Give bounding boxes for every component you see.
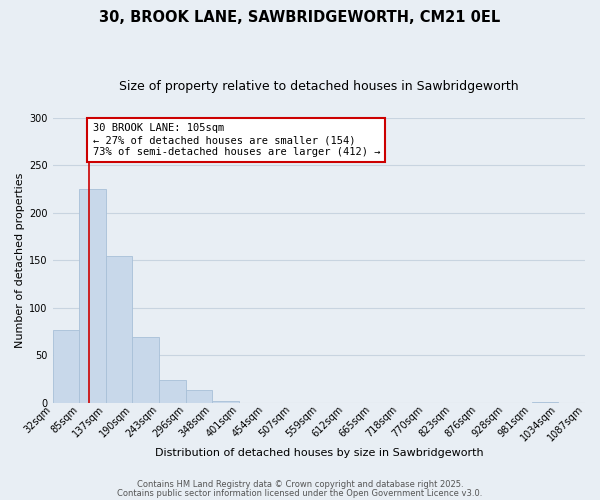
Bar xyxy=(79,189,106,403)
Bar xyxy=(159,380,186,403)
Bar xyxy=(133,337,159,403)
Bar xyxy=(53,330,79,403)
Bar xyxy=(532,402,558,403)
X-axis label: Distribution of detached houses by size in Sawbridgeworth: Distribution of detached houses by size … xyxy=(155,448,483,458)
Text: Contains public sector information licensed under the Open Government Licence v3: Contains public sector information licen… xyxy=(118,488,482,498)
Bar xyxy=(212,401,239,403)
Text: 30, BROOK LANE, SAWBRIDGEWORTH, CM21 0EL: 30, BROOK LANE, SAWBRIDGEWORTH, CM21 0EL xyxy=(100,10,500,25)
Y-axis label: Number of detached properties: Number of detached properties xyxy=(15,172,25,348)
Bar xyxy=(106,256,133,403)
Text: Contains HM Land Registry data © Crown copyright and database right 2025.: Contains HM Land Registry data © Crown c… xyxy=(137,480,463,489)
Title: Size of property relative to detached houses in Sawbridgeworth: Size of property relative to detached ho… xyxy=(119,80,518,93)
Text: 30 BROOK LANE: 105sqm
← 27% of detached houses are smaller (154)
73% of semi-det: 30 BROOK LANE: 105sqm ← 27% of detached … xyxy=(92,124,380,156)
Bar xyxy=(186,390,212,403)
